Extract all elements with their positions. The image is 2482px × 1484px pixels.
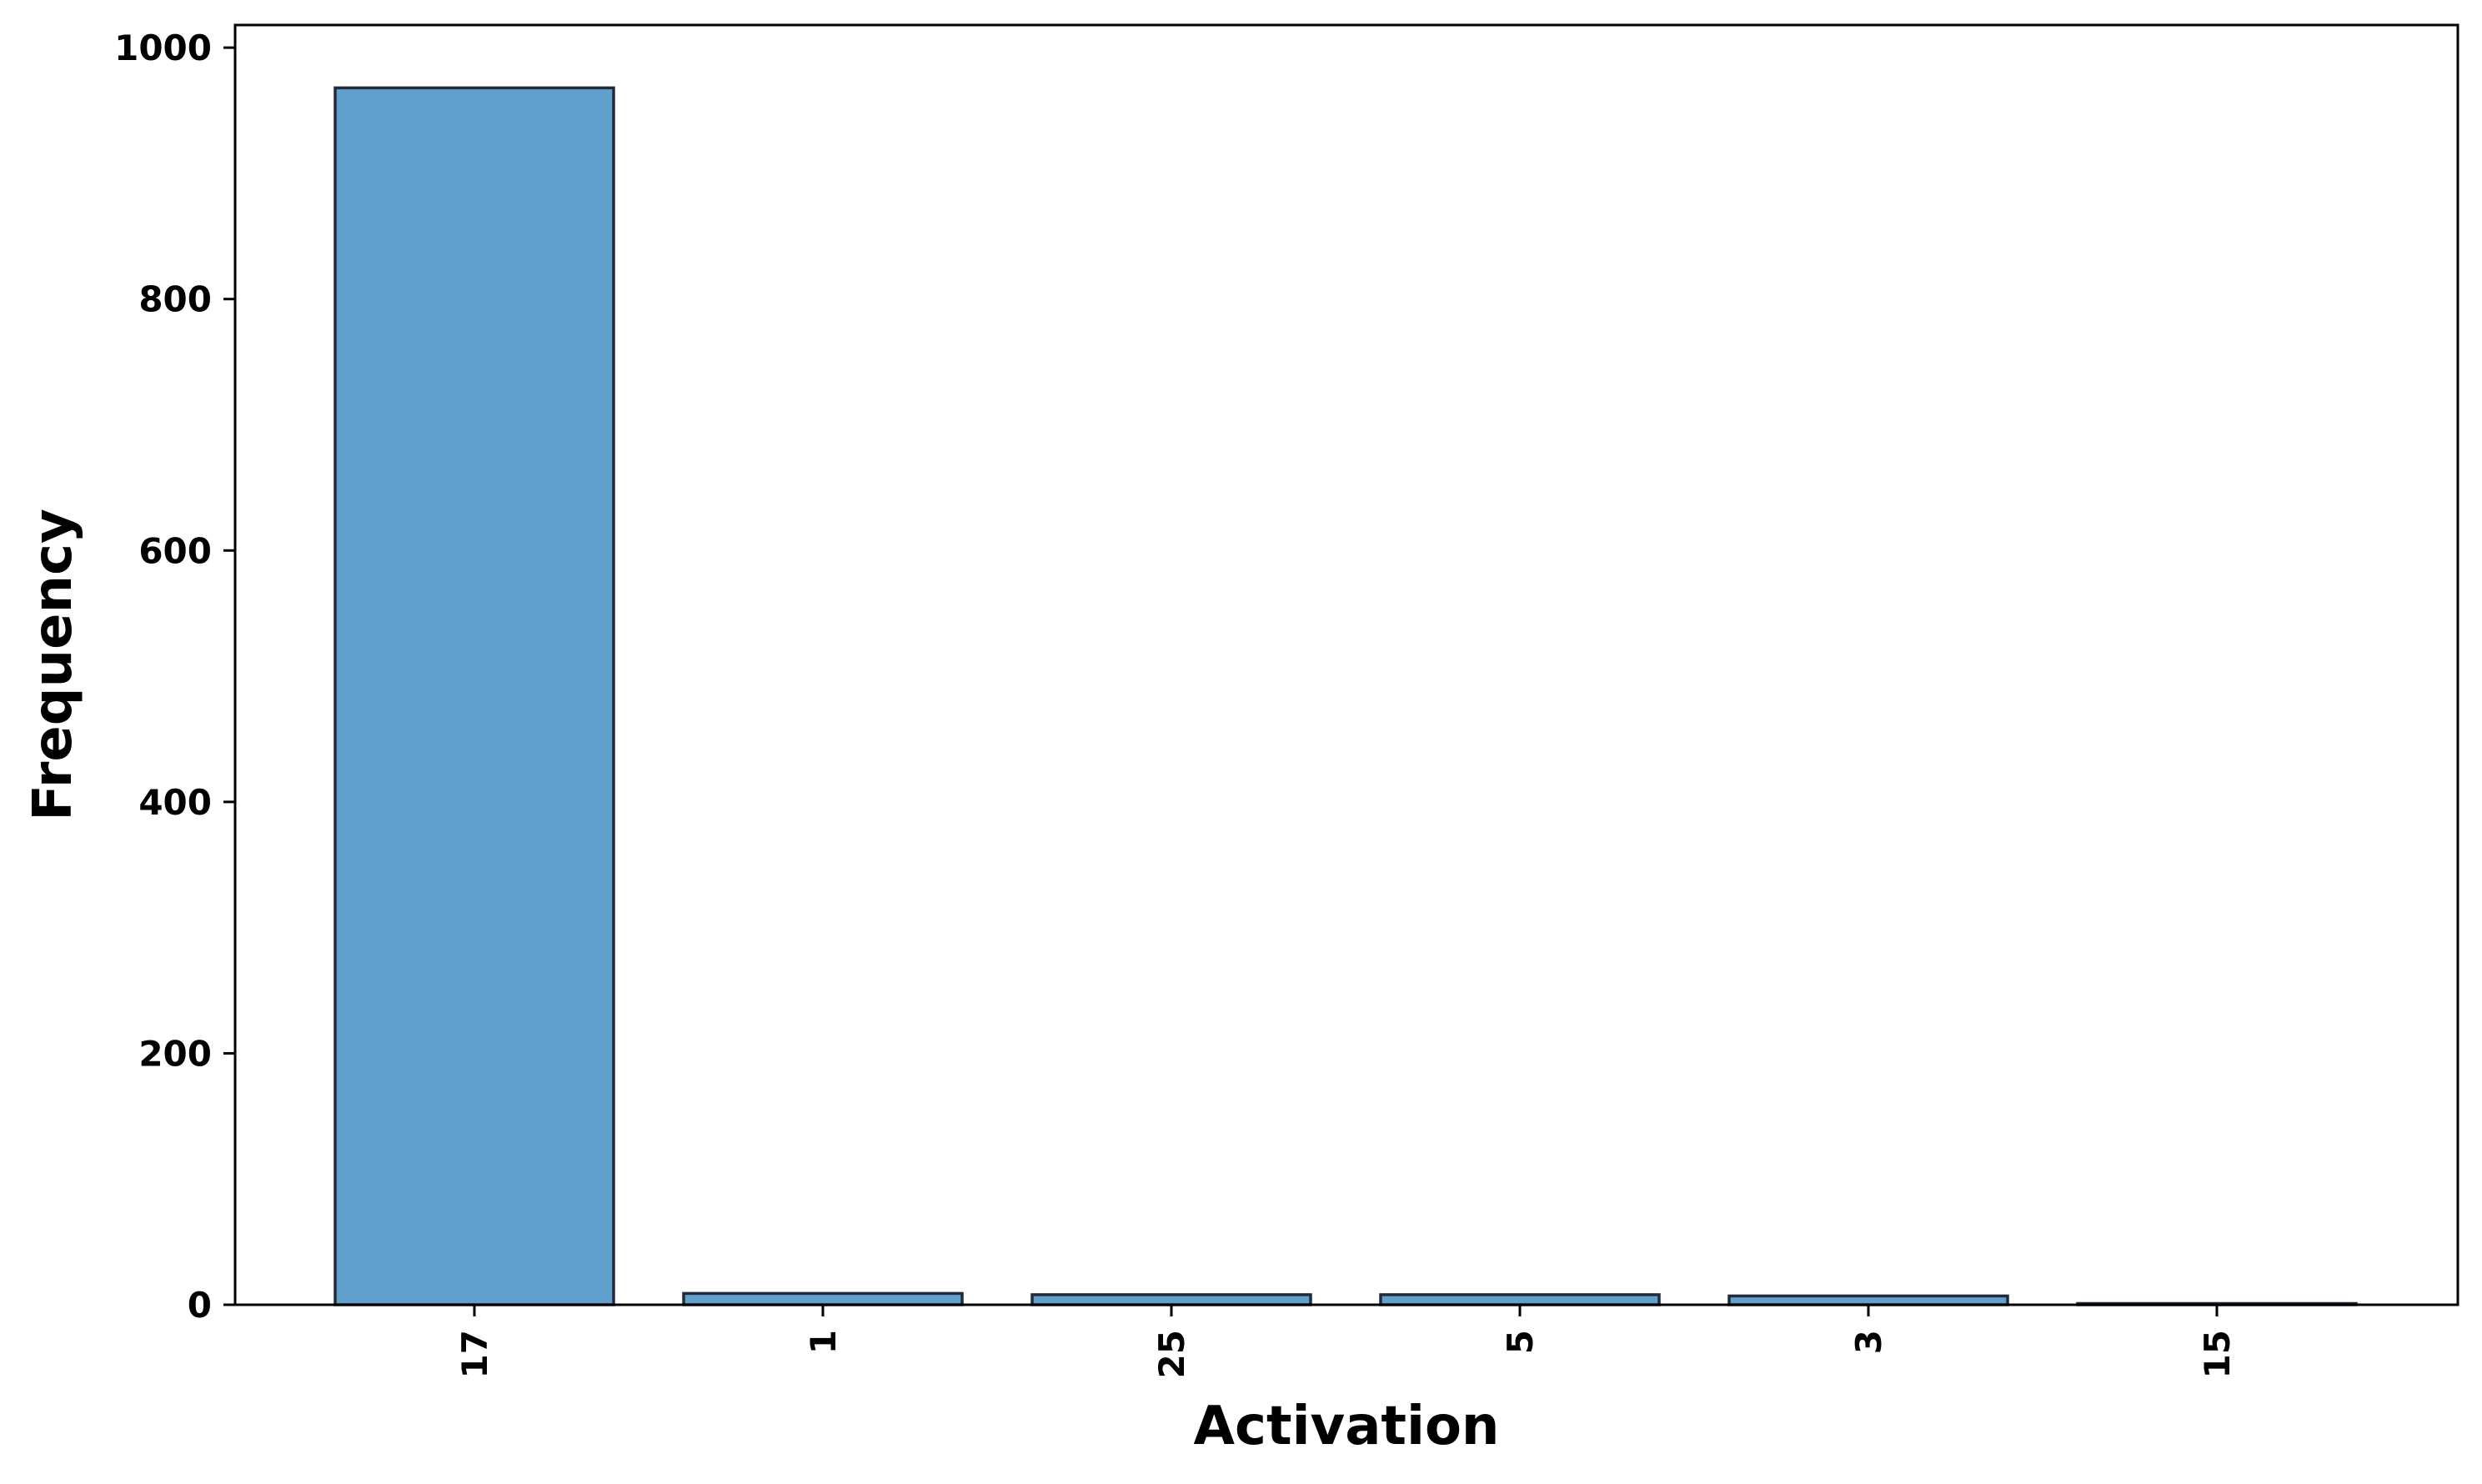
y-tick-label-1000: 1000 — [114, 28, 212, 68]
bar-25 — [1030, 1293, 1312, 1306]
x-tick-label-5: 5 — [1500, 1330, 1541, 1354]
x-tick-label-1: 1 — [803, 1330, 844, 1354]
x-axis-label: Activation — [1194, 1396, 1500, 1457]
y-axis-label: Frequency — [23, 509, 84, 821]
x-tick-label-15: 15 — [2197, 1330, 2238, 1378]
y-tick-label-0: 0 — [188, 1285, 212, 1326]
x-tick-label-17: 17 — [454, 1330, 495, 1378]
axes-layer: 0 200 400 600 800 1000 17 1 25 5 3 15 — [114, 23, 2459, 1378]
bar-1 — [682, 1291, 964, 1306]
y-tick-label-400: 400 — [138, 782, 212, 823]
bars-layer — [333, 86, 2358, 1306]
plot-frame — [233, 23, 2459, 1306]
y-tick-label-200: 200 — [138, 1033, 212, 1074]
x-tick-label-3: 3 — [1848, 1330, 1889, 1354]
bar-3 — [1727, 1294, 2009, 1306]
bar-5 — [1379, 1293, 1661, 1306]
x-tick-label-25: 25 — [1151, 1330, 1192, 1378]
bar-17 — [333, 86, 615, 1306]
y-tick-label-800: 800 — [138, 279, 212, 320]
y-tick-label-600: 600 — [138, 530, 212, 571]
